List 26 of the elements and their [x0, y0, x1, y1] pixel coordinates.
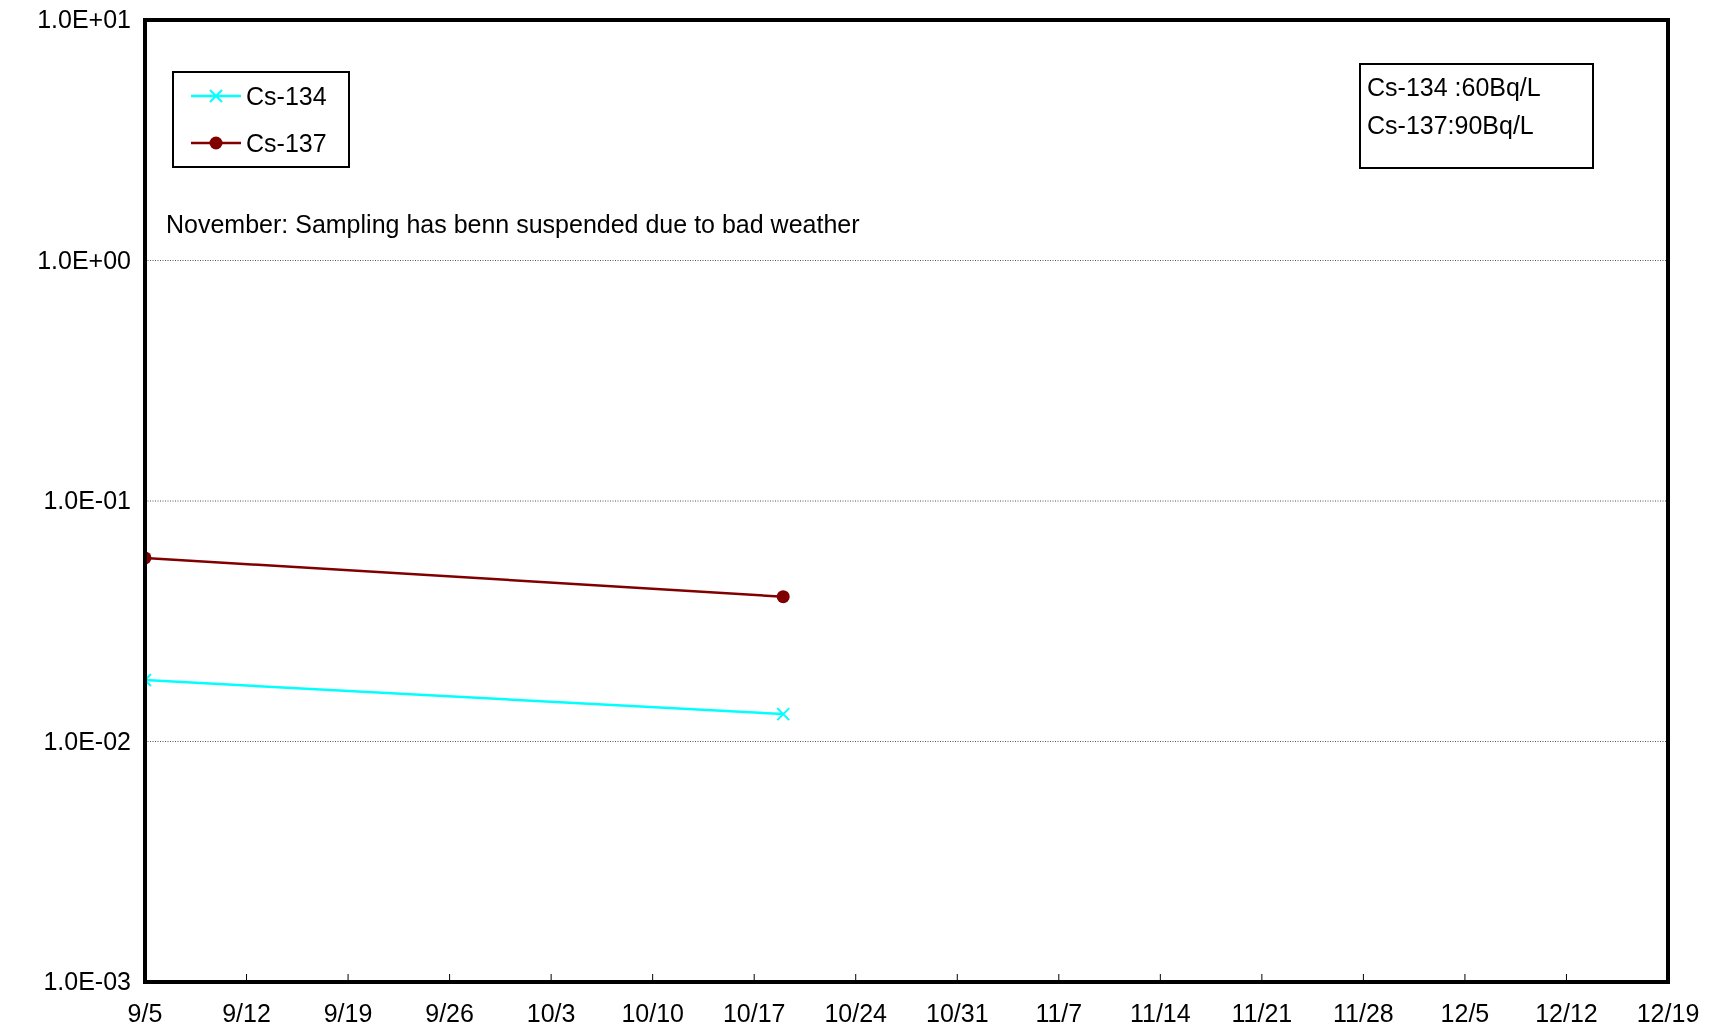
x-tick-label: 10/24	[824, 999, 888, 1027]
legend-label: Cs-137	[246, 129, 327, 157]
x-tick-label: 11/14	[1129, 999, 1191, 1027]
x-tick-label: 10/17	[722, 999, 786, 1027]
annotation: Cs-137:90Bq/L	[1367, 111, 1534, 139]
annotation: November: Sampling has benn suspended due to bad weather	[166, 210, 860, 238]
x-tick-label: 10/3	[526, 999, 576, 1027]
x-tick-label: 12/5	[1440, 999, 1490, 1027]
y-tick-label: 1.0E-01	[43, 486, 131, 514]
y-tick-label: 1.0E+00	[37, 245, 131, 274]
x-tick-label: 9/5	[127, 999, 163, 1027]
x-tick-label: 12/12	[1535, 999, 1598, 1027]
x-tick-label: 9/12	[222, 999, 271, 1027]
x-tick-label: 10/31	[925, 999, 989, 1027]
x-tick-label: 11/21	[1231, 999, 1293, 1027]
x-tick-label: 12/19	[1636, 999, 1700, 1027]
legend-label: Cs-134	[246, 82, 327, 110]
x-tick-label: 11/28	[1333, 999, 1394, 1027]
y-tick-label: 1.0E+01	[37, 5, 131, 33]
x-tick-label: 9/26	[425, 999, 474, 1027]
y-tick-label: 1.0E-03	[43, 967, 131, 995]
x-tick-label: 11/7	[1035, 999, 1083, 1027]
annotation: Cs-134 :60Bq/L	[1367, 73, 1541, 101]
x-tick-label: 9/19	[323, 999, 373, 1027]
y-tick-label: 1.0E-02	[43, 726, 131, 755]
x-tick-label: 10/10	[621, 999, 684, 1027]
